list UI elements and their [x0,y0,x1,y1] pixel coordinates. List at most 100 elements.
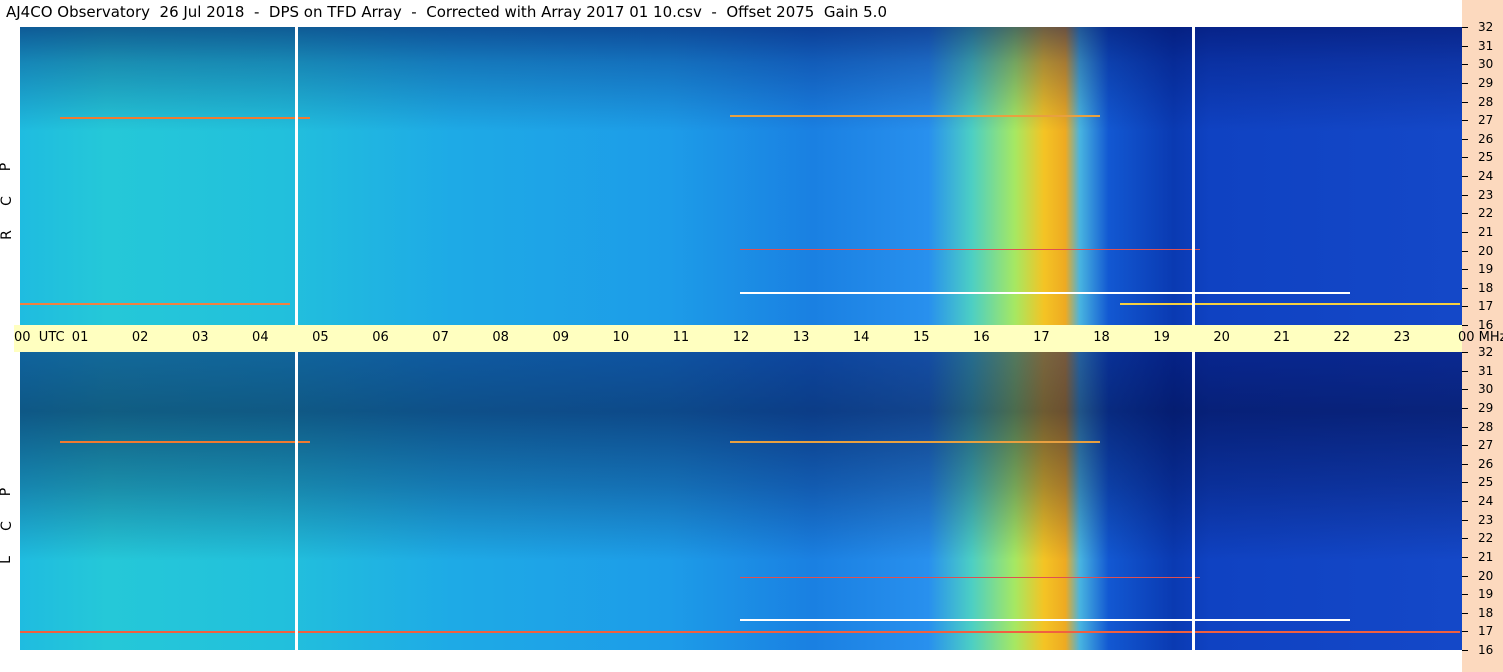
polarization-letter: P [0,163,14,171]
freq-tick [1462,631,1468,633]
streak [730,115,1100,117]
polarization-letter: C [0,521,15,531]
time-label: 04 [252,330,269,345]
shade [20,27,1462,325]
time-label: 16 [973,330,990,345]
freq-label: 32 [1478,20,1494,34]
freq-tick [1462,519,1468,521]
time-label: 14 [852,330,870,345]
freq-label: 29 [1478,75,1494,90]
streak [20,631,1460,633]
freq-label: 26 [1478,456,1494,471]
time-label: 10 [612,330,630,345]
time-label: 02 [131,330,149,345]
streak [60,441,310,443]
time-label: 06 [372,330,389,345]
freq-tick [1462,445,1468,447]
time-label: 00 MHz [1458,330,1503,345]
time-label: 21 [1273,330,1291,345]
time-label: 01 [71,330,89,345]
freq-label: 26 [1478,131,1494,146]
freq-label: 30 [1478,57,1494,72]
shade [20,352,1462,650]
streak [20,303,290,305]
divider [295,27,298,325]
freq-label: 25 [1478,150,1494,165]
freq-label: 28 [1478,419,1494,434]
time-label: 07 [432,330,449,345]
freq-tick [1462,269,1468,271]
time-label: 18 [1093,330,1110,345]
time-label: 11 [672,330,690,345]
spectrogram-lcp [20,352,1462,650]
freq-tick [1462,120,1468,122]
freq-label: 16 [1478,318,1494,332]
time-label: 13 [792,330,810,345]
freq-label: 20 [1478,243,1494,258]
divider [295,352,298,650]
time-label: 22 [1333,330,1351,345]
freq-label: 28 [1478,94,1494,109]
streak [740,577,1200,578]
divider [1192,352,1195,650]
time-label: 00 UTC [14,330,65,345]
freq-tick [1462,352,1468,353]
freq-tick [1462,194,1468,196]
freq-tick [1462,27,1468,28]
freq-label: 21 [1478,224,1494,239]
freq-tick [1462,101,1468,103]
time-label: 19 [1153,330,1170,345]
freq-tick [1462,407,1468,409]
freq-tick [1462,612,1468,614]
time-axis: 00 UTC 01 02 03 04 05 06 07 08 09 10 11 12 13 14 15 16 17… [14,325,1503,352]
polarization-letter: C [0,196,15,206]
freq-label: 18 [1478,605,1494,620]
streak [740,249,1200,250]
polarization-letter: P [0,488,14,496]
time-label: 05 [312,330,329,345]
freq-label: 20 [1478,568,1494,583]
freq-label: 27 [1478,113,1494,128]
freq-tick [1462,157,1468,159]
freq-label: 18 [1478,280,1494,295]
freq-tick [1462,538,1468,540]
divider [1192,27,1195,325]
freq-tick [1462,463,1468,465]
freq-tick [1462,231,1468,233]
freq-tick [1462,370,1468,372]
time-label: 20 [1213,330,1230,345]
freq-tick [1462,325,1468,326]
freq-tick [1462,501,1468,502]
freq-label: 16 [1478,643,1494,657]
freq-tick [1462,64,1468,66]
freq-tick [1462,45,1468,47]
freq-label: 24 [1478,169,1494,183]
polarization-letter: L [0,556,14,564]
freq-tick [1462,138,1468,140]
freq-tick [1462,389,1468,391]
freq-label: 31 [1478,38,1494,53]
freq-label: 23 [1478,187,1494,202]
freq-tick [1462,482,1468,484]
freq-label: 23 [1478,512,1494,527]
freq-label: 30 [1478,382,1494,397]
title: AJ4CO Observatory 26 Jul 2018 - DPS on T… [6,3,887,21]
freq-tick [1462,650,1468,651]
freq-column [1462,0,1503,672]
freq-tick [1462,176,1468,177]
freq-label: 19 [1478,262,1494,277]
freq-tick [1462,556,1468,558]
freq-tick [1462,426,1468,428]
streak [740,292,1350,294]
freq-tick [1462,250,1468,252]
streak [740,619,1350,621]
freq-label: 17 [1478,624,1494,639]
streak [730,441,1100,443]
freq-tick [1462,575,1468,577]
time-label: 03 [191,330,209,345]
freq-tick [1462,82,1468,84]
time-label: 17 [1033,330,1050,345]
streak [1120,303,1460,305]
freq-label: 29 [1478,400,1494,415]
